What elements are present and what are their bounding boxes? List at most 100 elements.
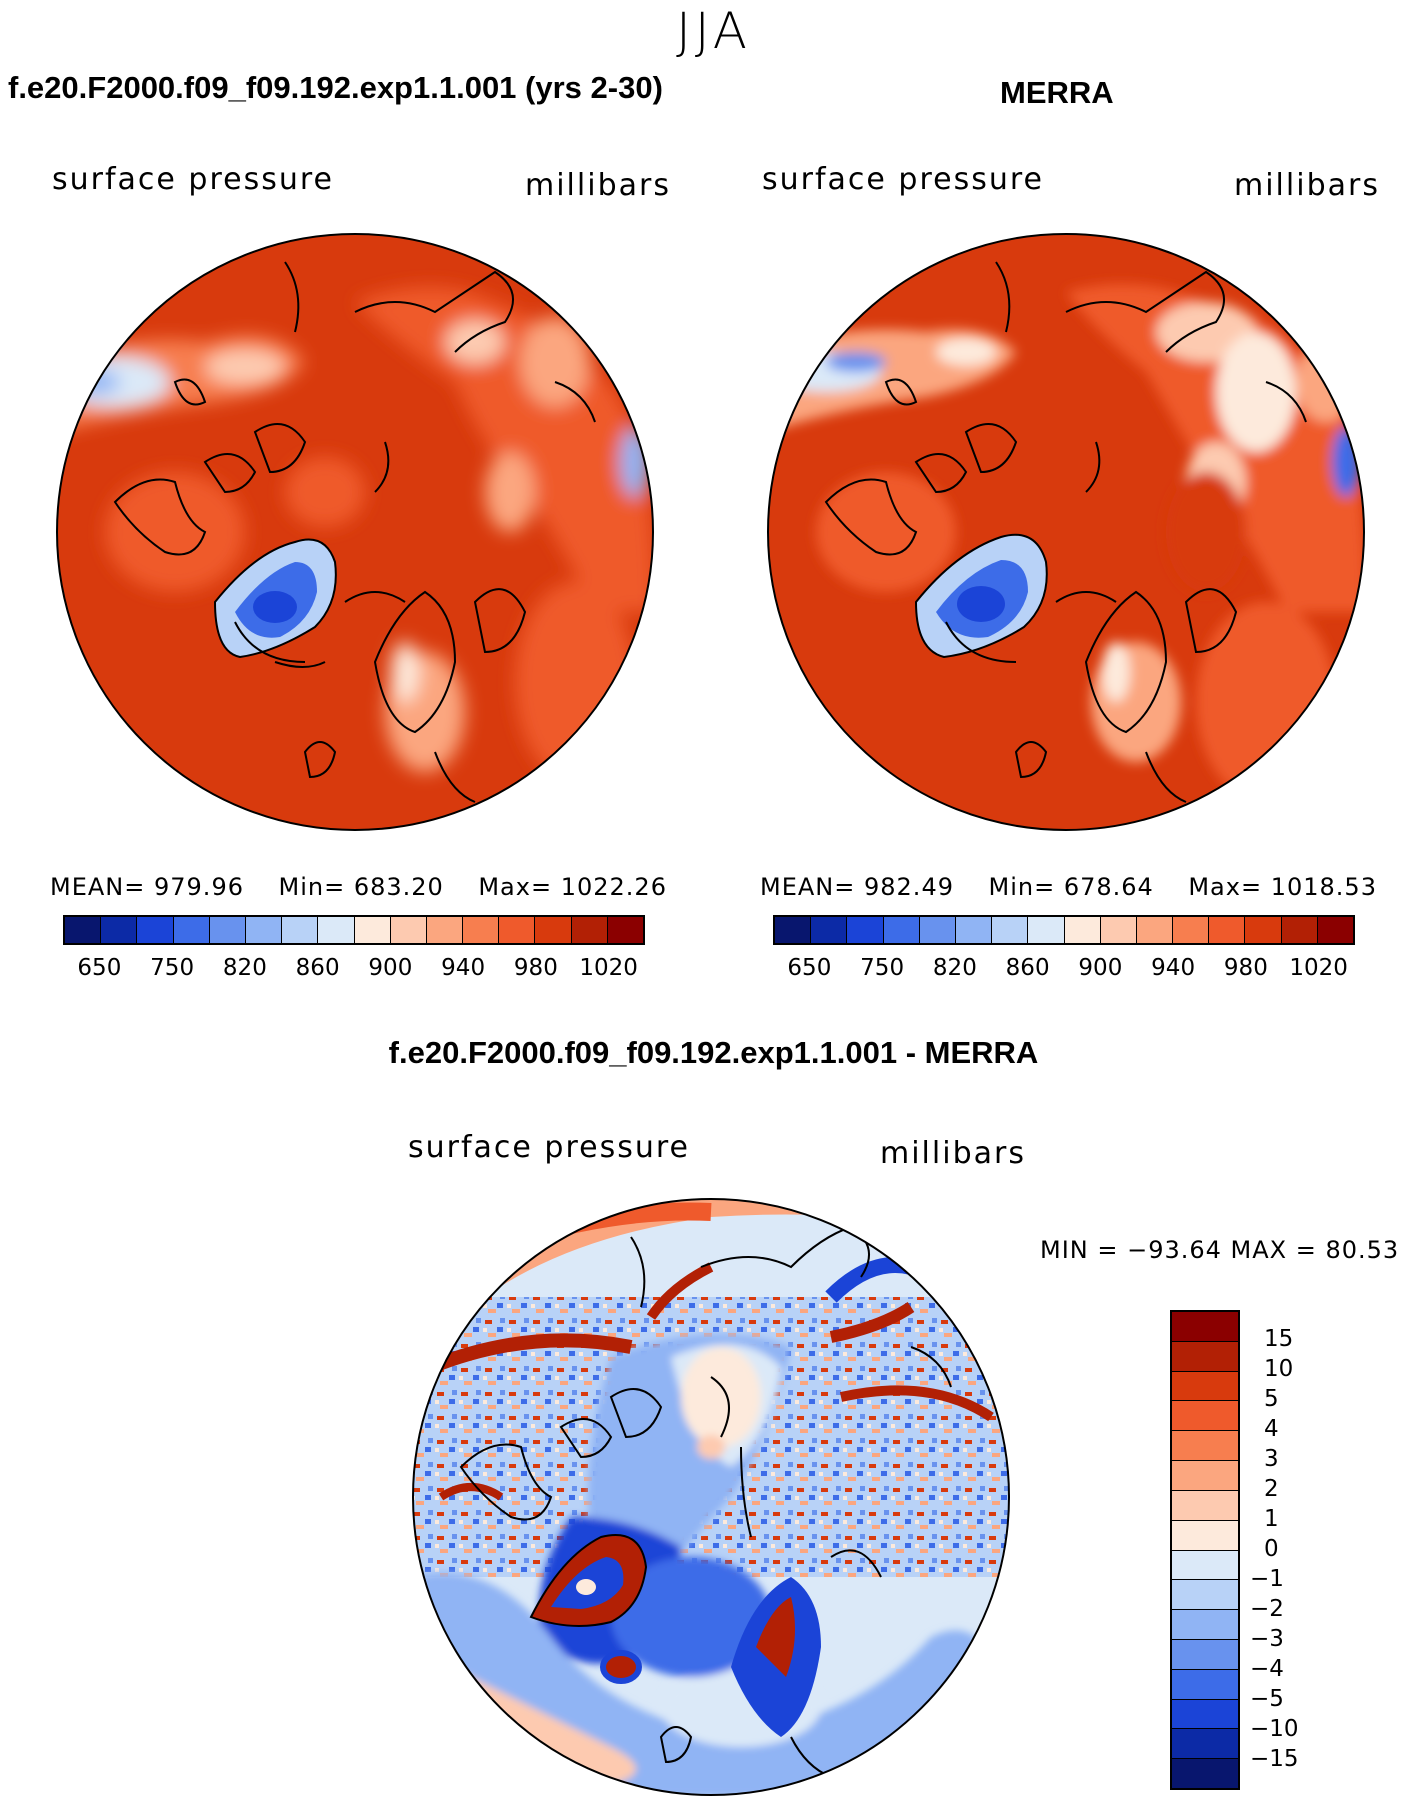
panel1-colorbar-swatch: [535, 917, 572, 943]
panel1-title: f.e20.F2000.f09_f09.192.exp1.1.001 (yrs …: [8, 70, 663, 105]
diff-colorbar-tick-label: −15: [1250, 1746, 1299, 1772]
diff-colorbar-swatch: [1172, 1550, 1238, 1581]
panel2-colorbar-swatch: [1100, 917, 1137, 943]
panel2-units: millibars: [1234, 168, 1380, 203]
panel1-colorbar-ticks: 650 750 820 860 900 940 980 1020: [63, 955, 645, 985]
diff-colorbar-swatch: [1172, 1699, 1238, 1730]
panel1-map: [56, 233, 654, 831]
diff-colorbar-swatch: [1172, 1490, 1238, 1521]
diff-colorbar-ticks: 15 10 5 4 3 2 1 0 −1 −2 −3 −4 −5 −10 −15: [1250, 1310, 1370, 1790]
panel2-colorbar-swatch: [811, 917, 848, 943]
panel2-colorbar-tick-label: 750: [860, 955, 905, 981]
diff-colorbar-tick-label: 4: [1264, 1416, 1279, 1442]
panel1-colorbar-tick-label: 750: [150, 955, 195, 981]
panel1-colorbar-tick-label: 820: [222, 955, 267, 981]
panel1-colorbar-swatch: [209, 917, 246, 943]
panel2-colorbar-swatch: [883, 917, 920, 943]
panel1-max-value: 1022.26: [560, 873, 667, 901]
diff-colorbar-swatch: [1172, 1371, 1238, 1402]
panel1-colorbar-tick-label: 1020: [579, 955, 638, 981]
diff-colorbar-tick-label: 15: [1264, 1326, 1294, 1352]
diff-colorbar-tick-label: −4: [1250, 1656, 1284, 1682]
panel2-variable: surface pressure: [762, 162, 1044, 197]
panel2-colorbar-swatch: [1136, 917, 1174, 943]
diff-colorbar-swatch: [1172, 1431, 1238, 1462]
panel1-mean-value: 979.96: [154, 873, 244, 901]
season-title: JJA: [676, 2, 751, 60]
panel2-min-label: Min=: [988, 873, 1056, 901]
diff-units: millibars: [880, 1136, 1026, 1171]
panel1-max-label: Max=: [478, 873, 553, 901]
panel2-max-value: 1018.53: [1270, 873, 1377, 901]
panel1-colorbar-swatch: [65, 917, 102, 943]
panel2-colorbar-tick-label: 1020: [1289, 955, 1348, 981]
diff-variable: surface pressure: [408, 1130, 690, 1165]
diff-colorbar-swatch: [1172, 1312, 1238, 1342]
panel2-colorbar-swatch: [1064, 917, 1101, 943]
panel1-colorbar-swatch: [607, 917, 643, 943]
panel2-colorbar-swatch: [919, 917, 956, 943]
diff-colorbar-tick-label: −2: [1250, 1596, 1284, 1622]
panel1-colorbar-tick-label: 650: [77, 955, 122, 981]
panel1-colorbar-swatch: [499, 917, 536, 943]
panel1-min-label: Min=: [278, 873, 346, 901]
panel1-stats: MEAN= 979.96 Min= 683.20 Max= 1022.26: [50, 873, 667, 901]
diff-colorbar-swatch: [1172, 1520, 1238, 1551]
panel2-colorbar-tick-label: 940: [1151, 955, 1196, 981]
diff-colorbar-tick-label: −1: [1250, 1566, 1284, 1592]
diff-colorbar-swatch: [1172, 1610, 1238, 1640]
diff-colorbar-swatch: [1172, 1639, 1238, 1670]
panel1-variable: surface pressure: [52, 162, 334, 197]
panel1-colorbar-swatch: [318, 917, 355, 943]
panel2-colorbar-swatch: [847, 917, 884, 943]
panel1-colorbar-tick-label: 940: [441, 955, 486, 981]
diff-colorbar-swatch: [1172, 1461, 1238, 1491]
panel1-min-value: 683.20: [353, 873, 444, 901]
panel1-colorbar-swatch: [245, 917, 283, 943]
panel2-colorbar-tick-label: 860: [1005, 955, 1050, 981]
diff-colorbar-tick-label: 5: [1264, 1386, 1279, 1412]
panel2-mean-label: MEAN=: [760, 873, 856, 901]
panel1-colorbar-tick-label: 860: [295, 955, 340, 981]
panel2-map: [767, 233, 1365, 831]
panel2-colorbar-swatch: [1245, 917, 1282, 943]
panel2-colorbar-swatch: [955, 917, 993, 943]
panel2-colorbar-tick-label: 650: [787, 955, 832, 981]
panel2-title: MERRA: [1000, 75, 1114, 110]
panel2-colorbar-swatch: [1173, 917, 1210, 943]
panel1-colorbar-swatch: [137, 917, 174, 943]
panel2-colorbar-swatch: [1281, 917, 1318, 943]
panel2-colorbar: [773, 915, 1355, 945]
panel1-mean-label: MEAN=: [50, 873, 146, 901]
diff-colorbar-swatch: [1172, 1341, 1238, 1372]
panel1-colorbar-swatch: [354, 917, 391, 943]
panel1-colorbar-tick-label: 980: [513, 955, 558, 981]
diff-colorbar-swatch: [1172, 1580, 1238, 1611]
panel2-colorbar-tick-label: 900: [1078, 955, 1123, 981]
diff-colorbar-tick-label: 0: [1264, 1536, 1279, 1562]
panel1-colorbar-swatch: [571, 917, 608, 943]
panel2-colorbar-ticks: 650 750 820 860 900 940 980 1020: [773, 955, 1355, 985]
panel2-colorbar-swatch: [1317, 917, 1353, 943]
panel2-colorbar-tick-label: 980: [1223, 955, 1268, 981]
diff-colorbar-tick-label: 2: [1264, 1476, 1279, 1502]
panel2-colorbar-swatch: [775, 917, 812, 943]
diff-colorbar-tick-label: −10: [1250, 1716, 1299, 1742]
panel1-colorbar-swatch: [282, 917, 319, 943]
diff-colorbar-tick-label: −3: [1250, 1626, 1284, 1652]
panel2-mean-value: 982.49: [864, 873, 954, 901]
panel1-colorbar-swatch: [426, 917, 464, 943]
panel1-colorbar-tick-label: 900: [368, 955, 413, 981]
panel2-colorbar-swatch: [1209, 917, 1246, 943]
panel2-max-label: Max=: [1188, 873, 1263, 901]
panel1-colorbar-swatch: [390, 917, 427, 943]
diff-colorbar-swatch: [1172, 1669, 1238, 1700]
diff-colorbar-swatch: [1172, 1759, 1238, 1788]
panel2-colorbar-swatch: [992, 917, 1029, 943]
panel1-colorbar-swatch: [463, 917, 500, 943]
diff-colorbar-tick-label: 1: [1264, 1506, 1279, 1532]
panel2-colorbar-tick-label: 820: [932, 955, 977, 981]
diff-colorbar-swatch: [1172, 1401, 1238, 1432]
diff-title: f.e20.F2000.f09_f09.192.exp1.1.001 - MER…: [388, 1035, 1039, 1070]
panel2-stats: MEAN= 982.49 Min= 678.64 Max= 1018.53: [760, 873, 1377, 901]
